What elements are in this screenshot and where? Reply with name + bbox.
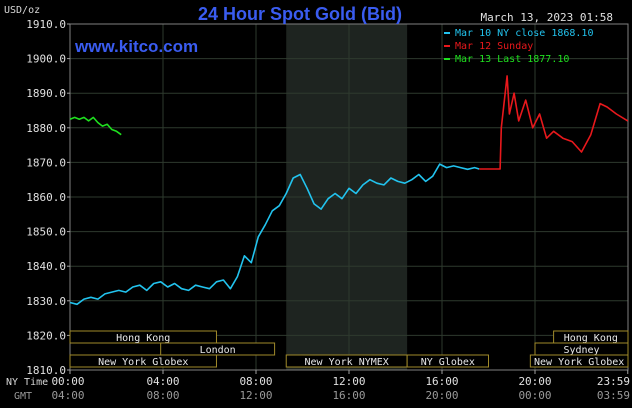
- session-label: Hong Kong: [116, 333, 170, 344]
- y-tick-label: 1900.0: [26, 53, 66, 66]
- x-tick-label-ny: 23:59: [597, 375, 630, 388]
- series-line-sunday: [479, 75, 629, 170]
- session-label: New York NYMEX: [305, 357, 389, 368]
- legend-swatch-sunday: [444, 45, 450, 47]
- x-tick-label-ny: 00:00: [51, 375, 84, 388]
- x-tick-label-gmt: 16:00: [332, 389, 365, 402]
- y-axis-ticks: 1810.0 1820.0 1830.0 1840.0 1850.0 1860.0 1870…: [26, 18, 70, 377]
- x-tick-label-ny: 20:00: [518, 375, 551, 388]
- session-bar: [160, 342, 276, 356]
- x-tick-label-ny: 16:00: [425, 375, 458, 388]
- session-new-york-nymex: New York NYMEX: [285, 354, 408, 368]
- legend-label-sunday: Mar 12 Sunday: [455, 41, 533, 52]
- y-tick-label: 1810.0: [26, 364, 66, 377]
- x-tick-label-gmt: 03:59: [597, 389, 630, 402]
- session-bar: [406, 354, 489, 368]
- session-label: New York Globex: [534, 357, 624, 368]
- x-tick-label-ny: 12:00: [332, 375, 365, 388]
- date-label: March 13, 2023 01:58: [481, 11, 613, 24]
- y-tick-label: 1840.0: [26, 260, 66, 273]
- series-lines: [69, 75, 629, 306]
- y-tick-label: 1910.0: [26, 18, 66, 31]
- y-tick-label: 1830.0: [26, 295, 66, 308]
- legend-item-last: Mar 13 Last 1877.10: [444, 54, 569, 65]
- x-axis-ticks: 00:0004:0004:0008:0008:0012:0012:0016:00…: [51, 370, 630, 402]
- session-label: NY Globex: [421, 357, 475, 368]
- ny-time-row-label: NY Time: [6, 377, 48, 388]
- series-line-last: [69, 116, 122, 136]
- session-sydney: Sydney: [534, 342, 629, 356]
- website-label[interactable]: www.kitco.com: [74, 37, 198, 56]
- series-line-ny-close: [69, 163, 480, 306]
- session-label: Sydney: [563, 345, 599, 356]
- legend-label-ny-close: Mar 10 NY close 1868.10: [455, 28, 593, 39]
- y-tick-label: 1890.0: [26, 87, 66, 100]
- legend-item-sunday: Mar 12 Sunday: [444, 41, 533, 52]
- session-london: London: [160, 342, 276, 356]
- session-hong-kong: Hong Kong: [553, 330, 629, 344]
- y-unit-label: USD/oz: [4, 5, 40, 16]
- x-tick-label-gmt: 12:00: [239, 389, 272, 402]
- chart-title: 24 Hour Spot Gold (Bid): [198, 4, 402, 24]
- x-tick-label-ny: 04:00: [146, 375, 179, 388]
- session-new-york-globex: New York Globex: [529, 354, 629, 368]
- legend-label-last: Mar 13 Last 1877.10: [455, 54, 569, 65]
- market-sessions: Hong Kong London New York Globex New York N…: [69, 330, 629, 368]
- y-tick-label: 1850.0: [26, 226, 66, 239]
- y-tick-label: 1820.0: [26, 329, 66, 342]
- legend-swatch-last: [444, 58, 450, 60]
- session-ny-globex: NY Globex: [406, 354, 489, 368]
- x-tick-label-gmt: 20:00: [425, 389, 458, 402]
- legend-item-ny-close: Mar 10 NY close 1868.10: [444, 28, 593, 39]
- legend-swatch-ny-close: [444, 32, 450, 34]
- session-hong-kong: Hong Kong: [69, 330, 217, 344]
- legend: Mar 10 NY close 1868.10 Mar 12 Sunday Ma…: [444, 28, 593, 65]
- session-new-york-globex: New York Globex: [69, 354, 217, 368]
- session-label: London: [200, 345, 236, 356]
- x-tick-label-gmt: 08:00: [146, 389, 179, 402]
- y-tick-label: 1860.0: [26, 191, 66, 204]
- session-bar: [69, 354, 217, 368]
- x-tick-label-gmt: 04:00: [51, 389, 84, 402]
- y-tick-label: 1880.0: [26, 122, 66, 135]
- x-tick-label-gmt: 00:00: [518, 389, 551, 402]
- y-tick-label: 1870.0: [26, 156, 66, 169]
- session-bar: [529, 354, 629, 368]
- x-tick-label-ny: 08:00: [239, 375, 272, 388]
- session-label: Hong Kong: [564, 333, 618, 344]
- gmt-row-label: GMT: [14, 391, 32, 402]
- session-bar: [69, 330, 217, 344]
- session-label: New York Globex: [98, 357, 188, 368]
